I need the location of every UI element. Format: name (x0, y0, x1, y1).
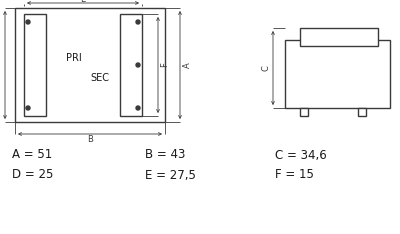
Text: A = 51: A = 51 (12, 149, 52, 161)
Text: B: B (87, 135, 93, 143)
Text: B = 43: B = 43 (145, 149, 185, 161)
Text: SEC: SEC (90, 73, 110, 83)
Text: D = 25: D = 25 (12, 168, 53, 182)
Bar (358, 108, 366, 116)
Text: A: A (182, 62, 192, 68)
Circle shape (136, 63, 140, 67)
Bar (120, 14, 142, 116)
Text: F: F (160, 62, 170, 67)
Bar (24, 14, 46, 116)
Circle shape (136, 106, 140, 110)
Text: F = 15: F = 15 (275, 168, 314, 182)
Text: E = 27,5: E = 27,5 (145, 168, 196, 182)
Bar (300, 28, 378, 46)
Bar (15, 8, 165, 122)
Text: C = 34,6: C = 34,6 (275, 149, 327, 161)
Text: C: C (262, 65, 270, 71)
Text: PRI: PRI (66, 53, 82, 63)
Text: D: D (0, 62, 2, 68)
Circle shape (136, 20, 140, 24)
Circle shape (26, 106, 30, 110)
Circle shape (26, 20, 30, 24)
Text: E: E (80, 0, 86, 4)
Bar (285, 40, 390, 108)
Bar (300, 108, 308, 116)
